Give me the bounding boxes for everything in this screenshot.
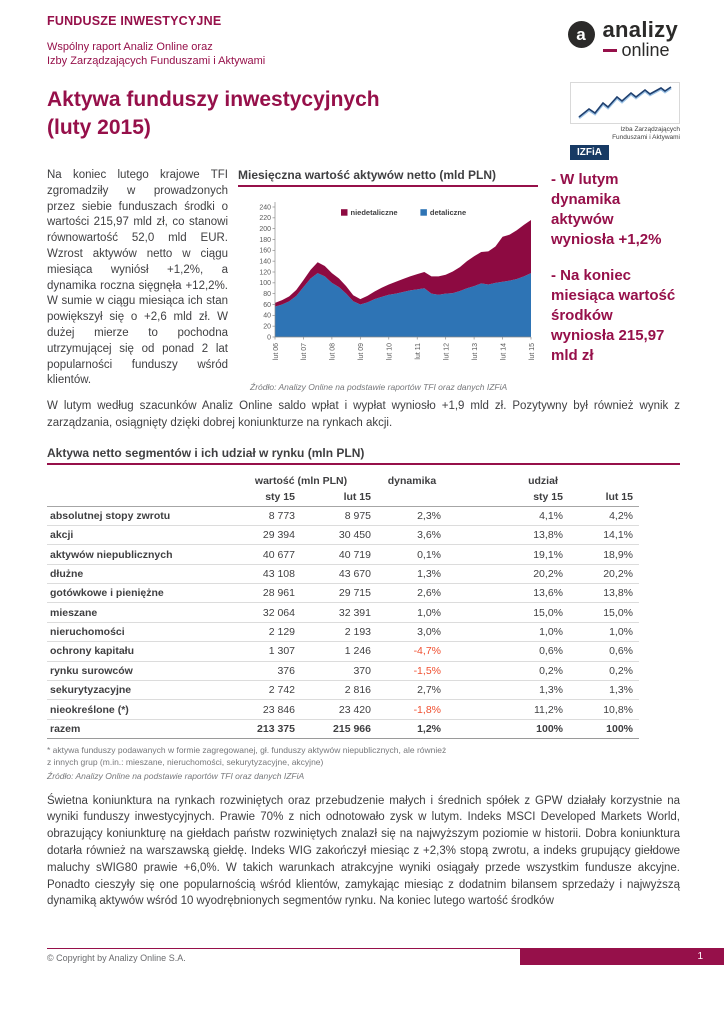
header-left: FUNDUSZE INWESTYCYJNE Wspólny raport Ana… <box>47 14 265 68</box>
page-title-line2: (luty 2015) <box>47 116 151 139</box>
svg-text:lut 11: lut 11 <box>415 343 422 360</box>
svg-text:240: 240 <box>259 204 271 211</box>
table-group-header-row: wartość (mln PLN) dynamika udział <box>47 472 639 507</box>
intro-paragraph: Na koniec lutego krajowe TFI zgromadziły… <box>47 169 228 387</box>
bottom-paragraph: Świetna koniunktura na rynkach rozwinięt… <box>47 794 680 908</box>
chart-source-note: Źródło: Analizy Online na podstawie rapo… <box>250 382 508 392</box>
analizy-online-logo-mark-icon: a <box>567 21 595 48</box>
svg-text:lut 13: lut 13 <box>472 343 479 360</box>
table-footnote-line1: * aktywa funduszy podawanych w formie za… <box>47 745 447 756</box>
table-row: mieszane 32 064 32 391 1,0% 15,0% 15,0% <box>47 602 639 623</box>
izfia-caption-line2: Funduszami i Aktywami <box>612 134 680 141</box>
callouts-column: - W lutym dynamika aktywów wyniosła +1,2… <box>548 168 680 392</box>
table-row: aktywów niepublicznych 40 677 40 719 0,1% 19… <box>47 544 639 565</box>
svg-text:lut 12: lut 12 <box>443 343 450 360</box>
svg-text:lut 09: lut 09 <box>358 343 365 360</box>
svg-text:180: 180 <box>259 237 271 244</box>
svg-text:lut 08: lut 08 <box>330 343 337 360</box>
logo-word-online: online <box>621 40 670 60</box>
page-title: Aktywa funduszy inwestycyjnych (luty 201… <box>47 86 380 160</box>
share-feb-header: lut 15 <box>569 488 639 507</box>
page-number: 1 <box>697 951 703 962</box>
segments-table-block: Aktywa netto segmentów i ich udział w ry… <box>47 446 680 783</box>
svg-text:120: 120 <box>259 269 271 276</box>
svg-text:220: 220 <box>259 215 271 222</box>
svg-text:detaliczne: detaliczne <box>430 208 466 217</box>
table-subheader-row: sty 15 lut 15 sty 15 lut 15 <box>47 488 639 507</box>
svg-text:40: 40 <box>263 313 271 320</box>
izfia-caption-line1: Izba Zarządzających <box>620 126 680 133</box>
izfia-caption: Izba Zarządzających Funduszami i Aktywam… <box>570 126 680 142</box>
copyright-text: © Copyright by Analizy Online S.A. <box>47 953 186 963</box>
svg-text:20: 20 <box>263 324 271 331</box>
table-row: dłużne 43 108 43 670 1,3% 20,2% 20,2% <box>47 564 639 585</box>
empty-subheader <box>47 488 225 507</box>
table-row: sekurytyzacyjne 2 742 2 816 2,7% 1,3% 1,3% <box>47 680 639 701</box>
svg-text:lut 06: lut 06 <box>273 343 280 360</box>
table-row: gotówkowe i pieniężne 28 961 29 715 2,6% 13,… <box>47 583 639 604</box>
page-number-bar: 1 <box>520 948 724 965</box>
share-jan-header: sty 15 <box>447 488 569 507</box>
table-source-note: Źródło: Analizy Online na podstawie rapo… <box>47 771 305 782</box>
svg-text:niedetaliczne: niedetaliczne <box>351 208 398 217</box>
table-row: ochrony kapitału 1 307 1 246 -4,7% 0,6% 0,6% <box>47 641 639 662</box>
callout-dynamics: - W lutym dynamika aktywów wyniosła +1,2… <box>551 171 662 248</box>
report-kicker: FUNDUSZE INWESTYCYJNE <box>47 14 222 28</box>
value-group-header: wartość (mln PLN) <box>254 474 348 487</box>
chart-column: Miesięczna wartość aktywów netto (mld PL… <box>238 168 538 392</box>
svg-text:0: 0 <box>267 334 271 341</box>
izfia-label: IZFiA <box>570 145 609 160</box>
svg-text:lut 14: lut 14 <box>500 343 507 360</box>
svg-text:100: 100 <box>259 280 271 287</box>
report-subtitle-line1: Wspólny raport Analiz Online oraz <box>47 41 213 53</box>
segment-column-corner <box>47 473 225 489</box>
report-subtitle-line2: Izby Zarządzających Funduszami i Aktywam… <box>47 55 266 67</box>
value-jan-header: sty 15 <box>225 488 301 507</box>
table-row: nieokreślone (*) 23 846 23 420 -1,8% 11,2% 10… <box>47 699 639 720</box>
table-row-total: razem 213 375 215 966 1,2% 100% 100% <box>47 718 639 740</box>
main-content-row: Na koniec lutego krajowe TFI zgromadziły… <box>47 168 680 392</box>
svg-text:140: 140 <box>259 259 271 266</box>
table-footnote-line2: z innych grup (m.in.: mieszane, nierucho… <box>47 756 324 767</box>
analizy-online-logo: a analizy online <box>567 17 678 60</box>
table-row: rynku surowców 376 370 -1,5% 0,2% 0,2% <box>47 661 639 681</box>
izfia-zigzag-icon <box>578 86 672 120</box>
callout-total-assets: - Na koniec miesiąca wartość środków wyn… <box>551 267 676 364</box>
logo-word-online-row: online <box>602 40 678 60</box>
table-title: Aktywa netto segmentów i ich udział w ry… <box>47 446 680 465</box>
table-row: akcji 29 394 30 450 3,6% 13,8% 14,1% <box>47 525 639 546</box>
segments-table-body: absolutnej stopy zwrotu 8 773 8 975 2,3% 4,1… <box>47 506 639 740</box>
chart-title: Miesięczna wartość aktywów netto (mld PL… <box>238 168 538 187</box>
assets-chart: 0 20 40 60 80 100 120 140 160 180 200 220 240 lut 06 l… <box>259 202 536 360</box>
report-subtitle: Wspólny raport Analiz Online oraz Izby Z… <box>47 40 265 68</box>
title-row: Aktywa funduszy inwestycyjnych (luty 201… <box>47 82 680 160</box>
page-footer: © Copyright by Analizy Online S.A. 1 <box>47 948 724 965</box>
page-header: FUNDUSZE INWESTYCYJNE Wspólny raport Ana… <box>47 14 680 68</box>
table-row: absolutnej stopy zwrotu 8 773 8 975 2,3% 4,1… <box>47 506 639 526</box>
svg-text:lut 10: lut 10 <box>387 343 394 360</box>
share-group-header: udział <box>528 474 558 487</box>
svg-text:160: 160 <box>259 248 271 255</box>
svg-text:lut 07: lut 07 <box>301 343 308 360</box>
value-feb-header: lut 15 <box>301 488 377 507</box>
svg-text:200: 200 <box>259 226 271 233</box>
segments-table: wartość (mln PLN) dynamika udział sty 15… <box>47 472 639 740</box>
page-title-line1: Aktywa funduszy inwestycyjnych <box>47 88 380 111</box>
logo-underscore-icon <box>602 49 617 52</box>
analizy-online-wordmark: analizy online <box>602 17 678 60</box>
mid-paragraph: W lutym według szacunków Analiz Online s… <box>47 400 680 429</box>
logo-word-analizy: analizy <box>602 17 678 42</box>
izfia-logo: Izba Zarządzających Funduszami i Aktywam… <box>570 82 680 160</box>
svg-text:lut 15: lut 15 <box>529 343 536 360</box>
svg-text:80: 80 <box>263 291 271 298</box>
table-row: nieruchomości 2 129 2 193 3,0% 1,0% 1,0% <box>47 622 639 643</box>
izfia-chart-graphic <box>570 82 680 124</box>
svg-text:60: 60 <box>263 302 271 309</box>
dynamics-column-header: dynamika <box>377 472 447 507</box>
